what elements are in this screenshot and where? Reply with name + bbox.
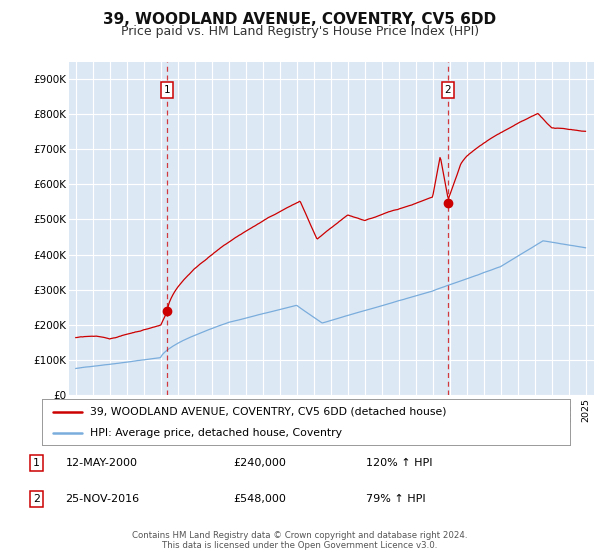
Text: 2: 2 [445, 85, 451, 95]
Text: £548,000: £548,000 [234, 494, 287, 504]
Text: 12-MAY-2000: 12-MAY-2000 [65, 458, 137, 468]
Text: £240,000: £240,000 [234, 458, 287, 468]
Text: 120% ↑ HPI: 120% ↑ HPI [366, 458, 433, 468]
Text: 1: 1 [164, 85, 170, 95]
Text: 2: 2 [33, 494, 40, 504]
Text: HPI: Average price, detached house, Coventry: HPI: Average price, detached house, Cove… [89, 428, 341, 438]
Text: 25-NOV-2016: 25-NOV-2016 [65, 494, 140, 504]
Text: Contains HM Land Registry data © Crown copyright and database right 2024.
This d: Contains HM Land Registry data © Crown c… [132, 531, 468, 550]
Text: 39, WOODLAND AVENUE, COVENTRY, CV5 6DD: 39, WOODLAND AVENUE, COVENTRY, CV5 6DD [103, 12, 497, 27]
Text: 1: 1 [33, 458, 40, 468]
Text: 79% ↑ HPI: 79% ↑ HPI [366, 494, 426, 504]
Text: Price paid vs. HM Land Registry's House Price Index (HPI): Price paid vs. HM Land Registry's House … [121, 25, 479, 38]
Text: 39, WOODLAND AVENUE, COVENTRY, CV5 6DD (detached house): 39, WOODLAND AVENUE, COVENTRY, CV5 6DD (… [89, 407, 446, 417]
